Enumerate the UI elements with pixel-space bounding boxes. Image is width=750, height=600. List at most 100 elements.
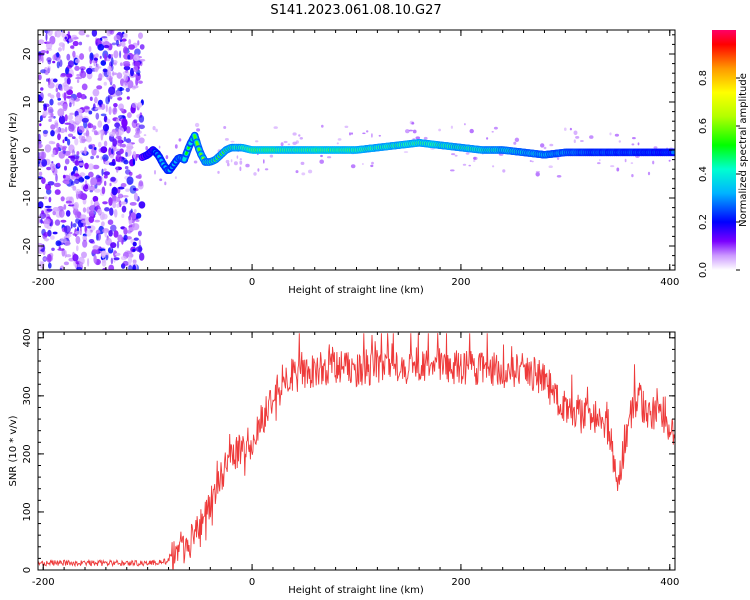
noise-speck bbox=[88, 216, 95, 224]
noise-speck bbox=[630, 162, 634, 164]
noise-speck bbox=[139, 44, 145, 50]
noise-speck bbox=[87, 123, 94, 129]
x-tick-label: -200 bbox=[32, 277, 55, 288]
noise-speck bbox=[196, 128, 201, 132]
noise-speck bbox=[44, 144, 52, 153]
noise-speck bbox=[113, 230, 119, 238]
noise-speck bbox=[104, 207, 110, 212]
noise-speck bbox=[73, 36, 79, 40]
noise-speck bbox=[122, 82, 128, 88]
noise-speck bbox=[50, 124, 56, 130]
colorbar-tick-label: 0.2 bbox=[698, 214, 709, 230]
noise-speck bbox=[132, 187, 137, 191]
noise-speck bbox=[73, 201, 79, 210]
noise-speck bbox=[56, 61, 60, 69]
noise-speck bbox=[105, 104, 108, 113]
noise-speck bbox=[50, 235, 55, 240]
noise-speck bbox=[38, 133, 41, 141]
snr-panel: -200 0 200 400 0 100 200 300 400 Height of stra… bbox=[8, 328, 679, 596]
noise-speck bbox=[116, 138, 122, 147]
noise-speck bbox=[92, 164, 100, 170]
noise-speck bbox=[74, 160, 80, 166]
noise-speck bbox=[58, 47, 62, 52]
noise-speck bbox=[120, 157, 128, 163]
noise-speck bbox=[97, 130, 104, 135]
noise-speck bbox=[344, 125, 349, 128]
noise-speck bbox=[105, 237, 112, 246]
noise-speck bbox=[138, 32, 143, 39]
noise-speck bbox=[88, 46, 92, 53]
noise-speck bbox=[43, 218, 51, 225]
noise-speck bbox=[300, 161, 305, 165]
noise-speck bbox=[109, 154, 114, 159]
noise-speck bbox=[105, 252, 110, 256]
noise-speck bbox=[81, 83, 88, 91]
noise-speck bbox=[319, 159, 325, 164]
noise-speck bbox=[122, 195, 129, 198]
noise-speck bbox=[321, 124, 324, 128]
noise-speck bbox=[158, 145, 161, 149]
noise-speck bbox=[122, 260, 129, 266]
noise-speck bbox=[88, 211, 95, 214]
noise-speck bbox=[137, 40, 140, 46]
noise-speck bbox=[74, 211, 79, 219]
noise-speck bbox=[118, 186, 125, 190]
noise-speck bbox=[88, 185, 96, 191]
y-tick-label: 200 bbox=[22, 444, 33, 463]
noise-speck bbox=[465, 152, 470, 155]
noise-speck bbox=[66, 95, 72, 99]
noise-speck bbox=[108, 86, 116, 95]
noise-speck bbox=[42, 129, 49, 135]
noise-speck bbox=[223, 126, 227, 129]
noise-speck bbox=[78, 30, 86, 36]
noise-speck bbox=[610, 165, 615, 168]
noise-speck bbox=[564, 127, 567, 131]
noise-speck bbox=[73, 259, 77, 267]
noise-speck bbox=[57, 97, 61, 101]
snr-y-label: SNR (10 * v/v) bbox=[8, 415, 19, 486]
noise-speck bbox=[349, 132, 351, 136]
noise-speck bbox=[253, 172, 257, 176]
x-tick-label: 200 bbox=[451, 577, 470, 588]
noise-speck bbox=[74, 178, 80, 184]
noise-speck bbox=[529, 160, 532, 162]
noise-speck bbox=[535, 170, 541, 173]
noise-speck bbox=[76, 245, 79, 252]
noise-speck bbox=[78, 41, 83, 46]
noise-speck bbox=[121, 38, 127, 42]
noise-speck bbox=[76, 151, 80, 156]
noise-speck bbox=[110, 257, 114, 265]
noise-speck bbox=[103, 174, 108, 179]
noise-speck bbox=[123, 61, 130, 65]
noise-speck bbox=[80, 93, 87, 100]
noise-speck bbox=[43, 103, 47, 108]
noise-speck bbox=[109, 207, 114, 216]
noise-speck bbox=[48, 118, 52, 122]
noise-speck bbox=[65, 200, 72, 204]
noise-speck bbox=[48, 115, 55, 119]
noise-speck bbox=[668, 159, 671, 162]
noise-speck bbox=[139, 252, 145, 261]
noise-speck bbox=[109, 30, 115, 35]
noise-speck bbox=[63, 261, 69, 266]
noise-speck bbox=[573, 130, 578, 136]
noise-speck bbox=[464, 123, 466, 126]
x-tick-label: 0 bbox=[249, 577, 255, 588]
noise-speck bbox=[513, 141, 517, 145]
noise-speck bbox=[103, 81, 108, 86]
noise-speck bbox=[94, 53, 99, 58]
noise-speck bbox=[283, 140, 288, 144]
noise-speck bbox=[159, 178, 163, 182]
snr-frame bbox=[37, 331, 676, 571]
noise-speck bbox=[609, 132, 612, 136]
noise-speck bbox=[256, 153, 259, 156]
noise-speck bbox=[492, 165, 495, 168]
noise-speck bbox=[73, 253, 77, 261]
noise-speck bbox=[112, 194, 117, 203]
noise-speck bbox=[118, 127, 125, 135]
noise-speck bbox=[87, 163, 94, 170]
noise-speck bbox=[327, 156, 332, 159]
noise-speck bbox=[64, 122, 71, 125]
noise-speck bbox=[230, 159, 233, 163]
noise-speck bbox=[132, 151, 137, 159]
